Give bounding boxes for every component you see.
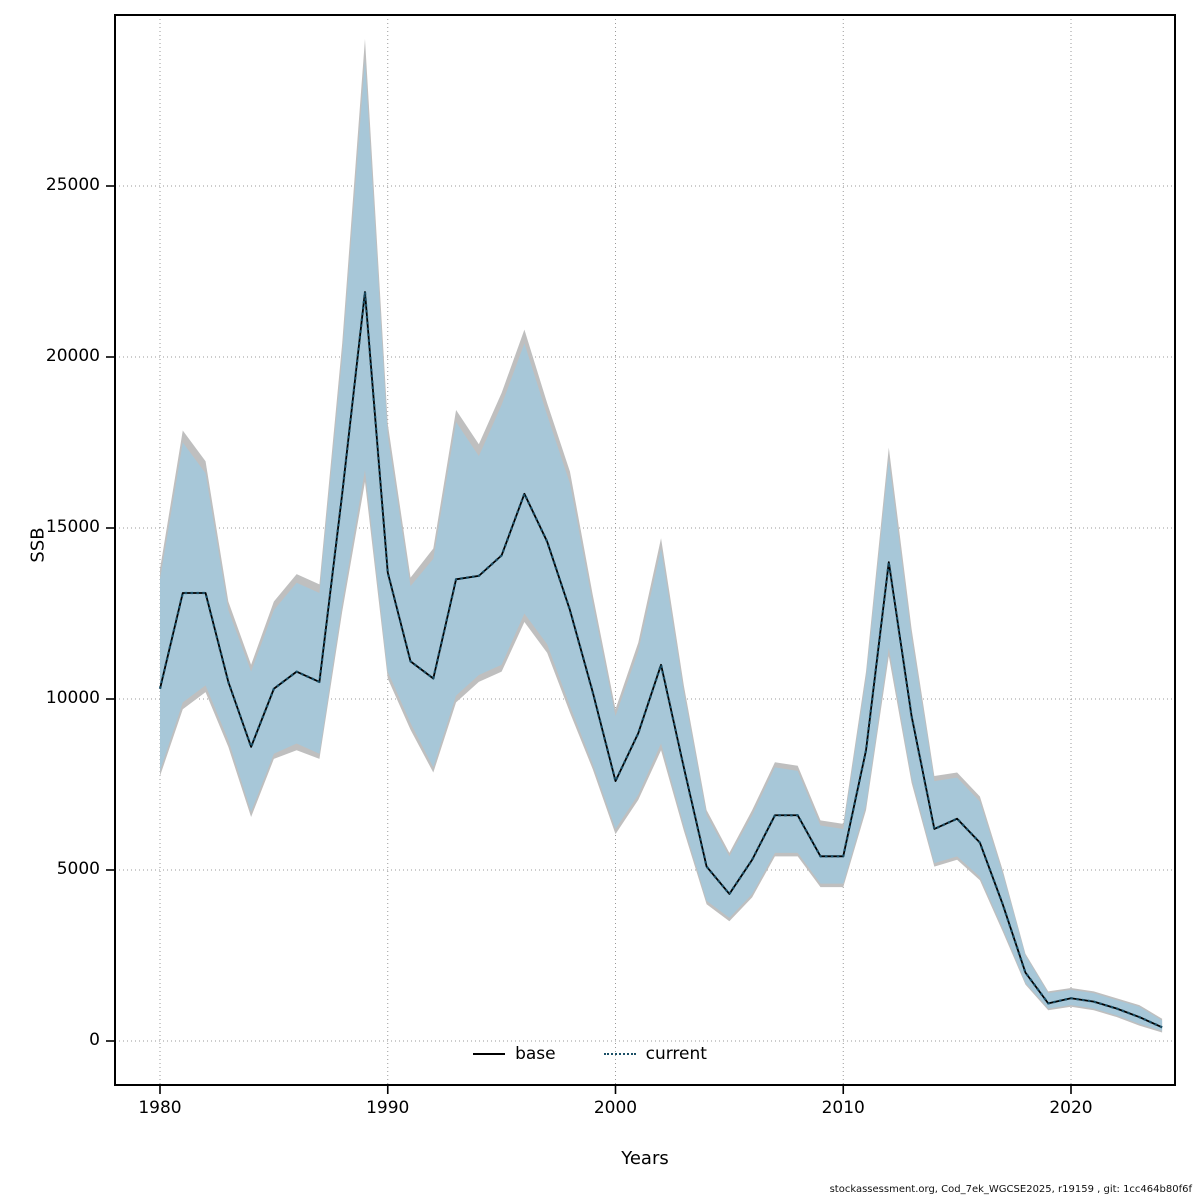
plot-border	[114, 14, 1176, 1086]
y-tick-label: 15000	[45, 517, 100, 537]
current-line-swatch	[603, 1053, 636, 1055]
y-tick-label: 10000	[45, 688, 100, 708]
legend-label-current: current	[645, 1044, 707, 1064]
legend-item-base: base	[473, 1044, 556, 1064]
x-tick-label: 1990	[366, 1098, 410, 1118]
current-line	[158, 290, 1163, 1029]
x-tick-label: 1980	[138, 1098, 182, 1118]
base-line-swatch	[473, 1053, 506, 1055]
y-tick-label: 5000	[56, 859, 100, 879]
x-tick-label: 2000	[593, 1098, 638, 1118]
legend: base current	[430, 1044, 750, 1064]
attribution-text: stockassessment.org, Cod_7ek_WGCSE2025, …	[829, 1184, 1192, 1195]
y-tick-label: 25000	[45, 175, 100, 195]
base-confidence-band	[160, 38, 1163, 1033]
y-tick-label: 0	[89, 1030, 100, 1050]
y-tick-label: 20000	[45, 346, 100, 366]
legend-label-base: base	[515, 1044, 556, 1064]
x-tick-label: 2020	[1049, 1098, 1093, 1118]
x-tick-label: 2010	[821, 1098, 865, 1118]
x-axis-label: Years	[621, 1148, 669, 1169]
legend-item-current: current	[603, 1044, 707, 1064]
